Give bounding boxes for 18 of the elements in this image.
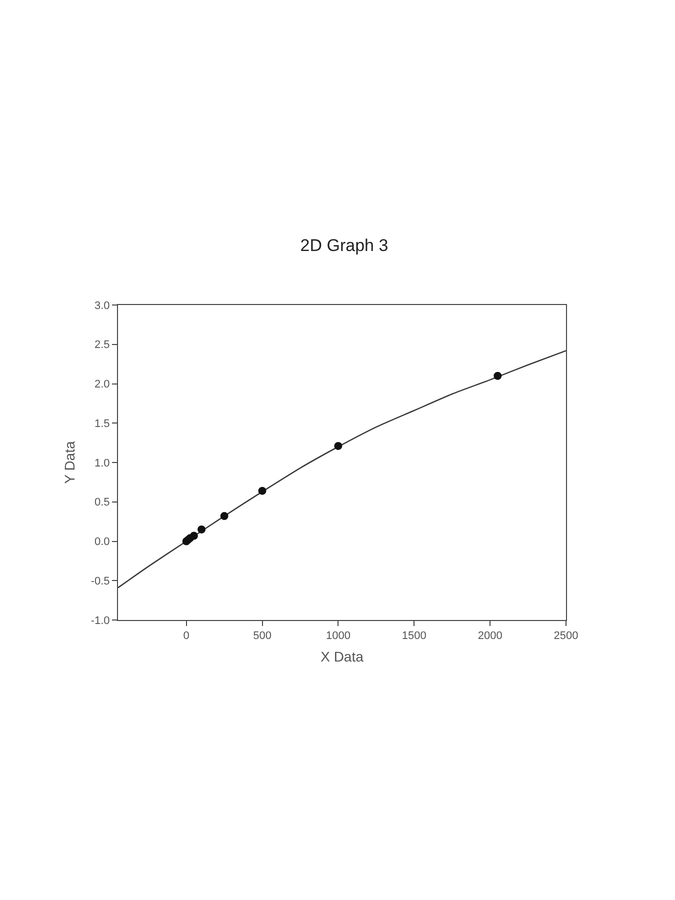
- y-tick-label: 0.0: [94, 536, 110, 548]
- y-tick-label: -1.0: [90, 614, 110, 627]
- y-tick-label: 1.5: [94, 418, 110, 430]
- x-tick-label: 2500: [554, 630, 578, 642]
- y-tick-label: 3.0: [94, 300, 110, 312]
- x-tick-label: 2000: [478, 630, 502, 642]
- y-axis-title: Y Data: [61, 441, 78, 484]
- x-axis-title: X Data: [320, 648, 364, 664]
- x-tick-label: 500: [253, 630, 272, 642]
- chart-title: 2D Graph 3: [300, 236, 388, 255]
- y-tick-label: 1.0: [94, 457, 110, 470]
- y-tick-label: 0.5: [94, 496, 110, 509]
- x-tick-label: 1500: [402, 630, 426, 642]
- x-tick-label: 0: [183, 630, 190, 642]
- x-tick-label: 1000: [326, 630, 350, 642]
- y-tick-label: -0.5: [90, 575, 110, 588]
- y-tick-label: 2.0: [94, 378, 110, 391]
- y-tick-label: 2.5: [94, 339, 110, 352]
